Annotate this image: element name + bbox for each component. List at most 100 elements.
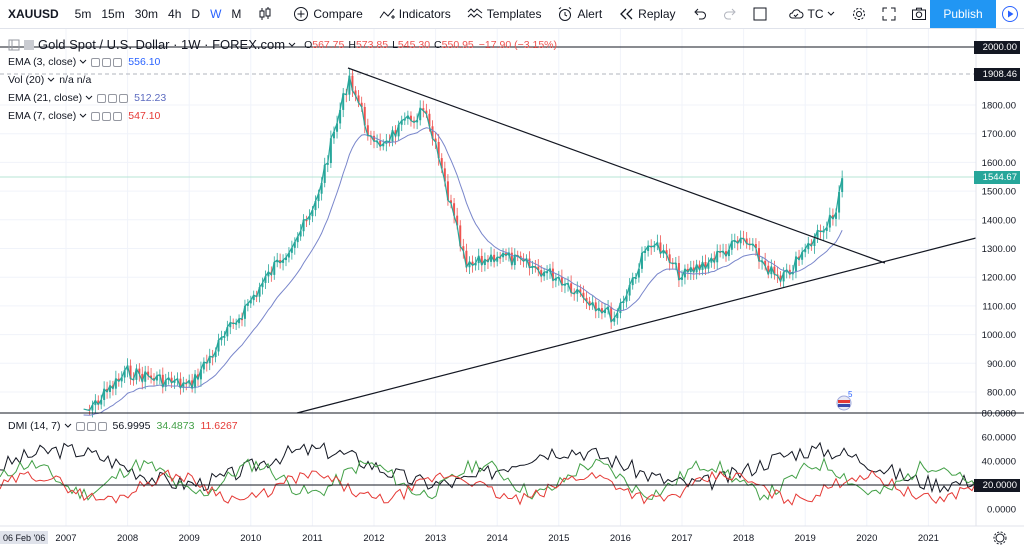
ascending-trendline[interactable] [296, 237, 977, 414]
candle-body [681, 277, 683, 280]
candle-body [363, 106, 366, 126]
price-chart[interactable]: 1800.00 1700.00 1600.00 1500.00 1400.00 1300.… [0, 29, 1024, 548]
candle-body [668, 254, 671, 263]
candle-body [282, 260, 285, 263]
symbol-legend[interactable]: Gold Spot / U.S. Dollar · 1W · FOREX.com… [8, 37, 557, 52]
fullscreen-box-button[interactable] [747, 0, 777, 28]
gear-icon[interactable] [86, 421, 96, 431]
legend-vol[interactable]: Vol (20) n/a n/a [8, 74, 91, 86]
time-tick-label: 2013 [425, 533, 446, 544]
candle-body [214, 351, 217, 358]
eye-icon[interactable] [97, 93, 107, 103]
candle-body [640, 252, 643, 269]
indicator-value: 556.10 [128, 56, 161, 68]
chevron-down-icon[interactable] [288, 41, 296, 49]
cloud-layout-button[interactable]: TC [783, 0, 840, 28]
time-axis[interactable]: 2007 2008 2009 2010 2011 2012 2013 2014 2015 2016… [55, 533, 939, 544]
candle-body [754, 244, 757, 249]
candle-body [616, 313, 619, 319]
interval-4h[interactable]: 4h [168, 7, 182, 21]
close-icon[interactable] [113, 111, 123, 121]
compare-button[interactable]: Compare [288, 0, 367, 28]
candle-body [416, 120, 419, 123]
collapse-icon[interactable] [8, 39, 20, 51]
flag-stripe [838, 400, 850, 403]
legend-dmi[interactable]: DMI (14, 7) 56.9995 34.4873 11.6267 [8, 420, 238, 432]
price-tag-high[interactable]: 1908.46 [974, 68, 1020, 81]
interval-w[interactable]: W [210, 7, 222, 21]
candle-body [155, 375, 158, 381]
interval-d[interactable]: D [191, 7, 201, 21]
axis-settings-button[interactable] [993, 531, 1007, 545]
candle-body [332, 131, 335, 139]
legend-ema7[interactable]: EMA (7, close) 547.10 [8, 110, 160, 122]
price-axis[interactable]: 1800.00 1700.00 1600.00 1500.00 1400.00 1300.… [982, 101, 1016, 399]
eye-icon[interactable] [75, 421, 85, 431]
indicators-button[interactable]: Indicators [374, 0, 456, 28]
symbol-search[interactable]: XAUUSD [0, 0, 64, 28]
candle-body [406, 115, 409, 119]
eye-icon[interactable] [91, 57, 101, 67]
publish-button[interactable]: Publish [930, 0, 996, 28]
candle-body [440, 158, 443, 169]
fullscreen-button[interactable] [876, 0, 906, 28]
chevron-down-icon[interactable] [85, 94, 93, 102]
templates-button[interactable]: Templates [462, 0, 547, 28]
interval-15m[interactable]: 15m [101, 7, 125, 21]
candle-body [279, 260, 282, 263]
legend-ema3[interactable]: EMA (3, close) 556.10 [8, 56, 160, 68]
candle-body [120, 377, 123, 382]
templates-label: Templates [486, 7, 542, 21]
chevron-down-icon[interactable] [79, 112, 87, 120]
candle-body [468, 261, 471, 268]
event-flag[interactable]: 5 [836, 390, 853, 411]
candle-body [807, 243, 810, 250]
interval-m[interactable]: M [231, 7, 242, 21]
play-button[interactable] [996, 0, 1024, 28]
candle-body [634, 277, 637, 280]
time-tick-label: 2008 [117, 533, 138, 544]
descending-trendline[interactable] [347, 67, 886, 264]
interval-5m[interactable]: 5m [74, 7, 92, 21]
chart-area[interactable]: 1800.00 1700.00 1600.00 1500.00 1400.00 1300.… [0, 29, 1024, 548]
dmi-level-tag[interactable]: 20.0000 [974, 479, 1020, 492]
candle-body [631, 277, 634, 286]
candle-body [453, 203, 456, 216]
gear-icon[interactable] [108, 93, 118, 103]
close-icon[interactable] [97, 421, 107, 431]
candle-body [505, 253, 507, 256]
legend-ema21[interactable]: EMA (21, close) 512.23 [8, 92, 166, 104]
price-tag-level[interactable]: 2000.00 [974, 41, 1020, 54]
redo-button[interactable] [717, 0, 747, 28]
alert-button[interactable]: Alert [552, 0, 607, 28]
play-icon [1002, 6, 1018, 22]
candle-body [644, 250, 647, 253]
close-icon[interactable] [119, 93, 129, 103]
candle-body [563, 284, 566, 286]
indicator-label: EMA (7, close) [8, 110, 77, 122]
chevron-down-icon[interactable] [64, 422, 72, 430]
time-tick-label: 2007 [55, 533, 76, 544]
price-tag-last[interactable]: 1544.67 [974, 171, 1020, 184]
candle-body [150, 375, 153, 379]
interval-30m[interactable]: 30m [134, 7, 159, 21]
gear-icon[interactable] [102, 111, 112, 121]
chevron-down-icon[interactable] [47, 76, 55, 84]
candle-body [403, 118, 406, 121]
chart-type-button[interactable] [252, 0, 282, 28]
dmi-axis[interactable]: 80.0000 60.0000 40.0000 0.0000 [982, 409, 1016, 516]
close-icon[interactable] [113, 57, 123, 67]
indicators-icon [379, 8, 395, 19]
candle-body [379, 140, 382, 147]
close-value: 550.95 [441, 38, 474, 51]
open-label: O [304, 38, 313, 51]
candle-body [730, 241, 733, 250]
undo-button[interactable] [687, 0, 717, 28]
chevron-down-icon[interactable] [79, 58, 87, 66]
candle-body [443, 168, 446, 182]
eye-icon[interactable] [91, 111, 101, 121]
snapshot-button[interactable] [906, 0, 936, 28]
gear-icon[interactable] [102, 57, 112, 67]
replay-button[interactable]: Replay [613, 0, 680, 28]
settings-button[interactable] [846, 0, 876, 28]
